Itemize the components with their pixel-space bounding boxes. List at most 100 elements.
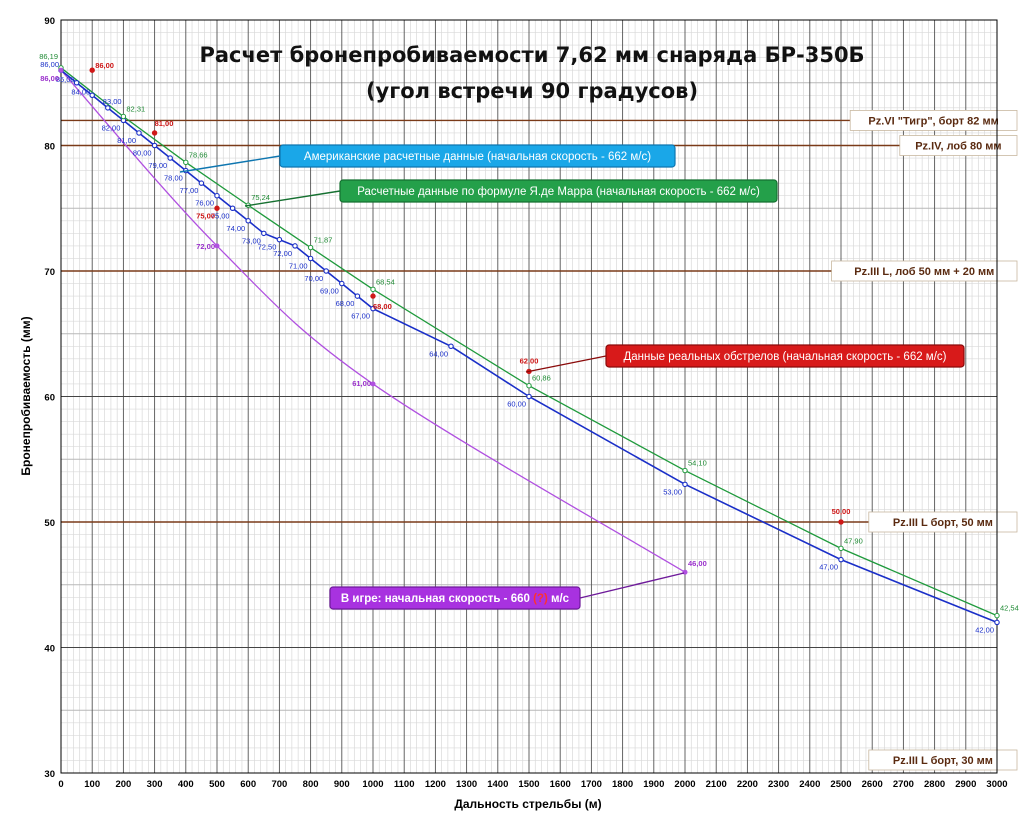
point-american <box>276 236 283 243</box>
data-label-american: 85,00 <box>56 75 75 84</box>
data-label-american: 67,00 <box>351 312 370 321</box>
reference-label-box <box>868 749 1018 771</box>
data-label-american: 74,00 <box>226 224 245 233</box>
point-american <box>245 218 251 224</box>
y-axis-title: Бронепробиваемость (мм) <box>19 316 33 475</box>
x-tick-label: 600 <box>240 779 256 790</box>
point-american <box>448 343 454 350</box>
data-label-real: 50,00 <box>832 507 851 516</box>
y-tick-label: 50 <box>44 518 55 529</box>
point-demarre <box>120 113 127 120</box>
point-american <box>73 80 80 86</box>
x-tick-label: 2400 <box>799 779 820 790</box>
data-label-american: 83,00 <box>103 97 122 106</box>
data-label-real: 86,00 <box>95 61 114 70</box>
reference-label-box <box>831 260 1018 282</box>
callout-leader-american <box>179 155 281 173</box>
y-tick-label: 60 <box>44 393 55 404</box>
x-tick-label: 2700 <box>893 779 914 790</box>
x-tick-label: 400 <box>178 779 194 790</box>
point-demarre <box>307 244 314 251</box>
x-axis-title: Дальность стрельбы (м) <box>454 797 601 811</box>
series-points <box>58 65 1000 626</box>
point-american <box>994 619 1000 626</box>
data-label-american: 71,00 <box>289 261 308 270</box>
data-label-demarre: 86,19 <box>39 52 58 61</box>
x-tick-label: 800 <box>303 779 319 790</box>
reference-lines: Pz.VI "Тигр", борт 82 мм Pz.IV, лоб 80 мм… <box>61 110 1018 771</box>
point-american <box>526 393 532 400</box>
callout-box-game <box>329 586 581 610</box>
data-label-american: 75,00 <box>211 211 230 220</box>
x-tick-label: 2200 <box>737 779 758 790</box>
x-tick-labels: 0 100 200 300 400 500 600 700 800 900 1000 1100 1200… <box>58 779 1007 790</box>
callout-text-game: В игре: начальная скорость - 660 (?) м/с <box>341 593 570 605</box>
x-tick-label: 300 <box>147 779 163 790</box>
reference-label: Pz.III L борт, 30 мм <box>893 755 993 767</box>
point-american <box>339 280 345 287</box>
point-american <box>229 205 236 212</box>
data-label-american: 76,00 <box>195 199 214 208</box>
x-tick-label: 0 <box>58 779 63 790</box>
reference-label: Pz.III L, лоб 50 мм + 20 мм <box>854 266 994 278</box>
series-line-demarre <box>60 67 998 617</box>
data-label-american: 77,00 <box>180 186 199 195</box>
x-tick-label: 1300 <box>456 779 477 790</box>
data-label-american: 72,50 <box>258 243 277 252</box>
data-label-demarre: 82,31 <box>126 105 145 114</box>
data-label-american: 86,00 <box>40 60 59 69</box>
data-label-american: 82,00 <box>102 123 121 132</box>
x-tick-label: 1900 <box>643 779 664 790</box>
x-tick-label: 500 <box>209 779 225 790</box>
x-tick-label: 1100 <box>394 779 415 790</box>
series-line-game <box>60 69 686 573</box>
point-demarre <box>838 545 844 552</box>
data-label-game: 46,00 <box>688 559 707 568</box>
callout-text-american: Американские расчетные данные (начальная… <box>304 151 651 163</box>
x-tick-label: 1600 <box>550 779 571 790</box>
y-tick-labels: 30 40 50 60 70 80 90 <box>44 16 55 780</box>
data-label-demarre: 68,54 <box>376 277 395 286</box>
point-american <box>136 130 142 136</box>
data-label-real: 68,00 <box>373 302 392 311</box>
data-label-demarre: 78,66 <box>189 150 208 159</box>
data-label-real: 75,00 <box>196 211 215 220</box>
point-american <box>307 255 314 262</box>
x-tick-label: 900 <box>334 779 350 790</box>
data-label-american: 53,00 <box>663 487 682 496</box>
x-tick-label: 1200 <box>425 779 446 790</box>
data-label-american: 42,00 <box>975 625 994 634</box>
callout-box-american <box>279 144 676 168</box>
data-label-american: 47,00 <box>819 563 838 572</box>
data-label-american: 72,00 <box>273 249 292 258</box>
point-american <box>198 180 205 186</box>
x-tick-label: 2600 <box>862 779 883 790</box>
callout-text-demarre: Расчетные данные по формуле Я.де Марра (… <box>357 186 760 198</box>
point-american <box>214 192 220 199</box>
point-american <box>167 155 173 161</box>
callout-text-game-before: В игре: начальная скорость - 660 <box>341 593 533 605</box>
y-tick-label: 30 <box>44 769 55 780</box>
x-tick-label: 1000 <box>362 779 383 790</box>
data-label-game: 86,00 <box>40 74 59 83</box>
data-label-demarre: 71,87 <box>314 236 333 245</box>
reference-label-box <box>849 110 1018 131</box>
data-label-demarre: 75,24 <box>251 193 270 202</box>
chart-subtitle: (угол встречи 90 градусов) <box>366 79 698 103</box>
point-american <box>838 556 844 563</box>
data-labels: 86,0085,0084,0083,0082,0081,0080,0079,00… <box>39 52 1019 635</box>
reference-label: Pz.IV, лоб 80 мм <box>915 141 1001 153</box>
point-real <box>89 67 95 73</box>
y-tick-label: 90 <box>44 16 55 27</box>
point-american <box>151 142 158 149</box>
point-game <box>58 67 64 73</box>
data-label-demarre: 54,10 <box>688 459 707 468</box>
point-game <box>214 243 220 249</box>
point-real <box>151 130 158 136</box>
data-label-american: 80,00 <box>133 149 152 158</box>
data-label-game: 61,00 <box>352 379 371 388</box>
point-american <box>370 305 376 312</box>
x-tick-label: 2000 <box>674 779 695 790</box>
point-american <box>682 481 688 488</box>
y-tick-label: 80 <box>44 142 55 153</box>
